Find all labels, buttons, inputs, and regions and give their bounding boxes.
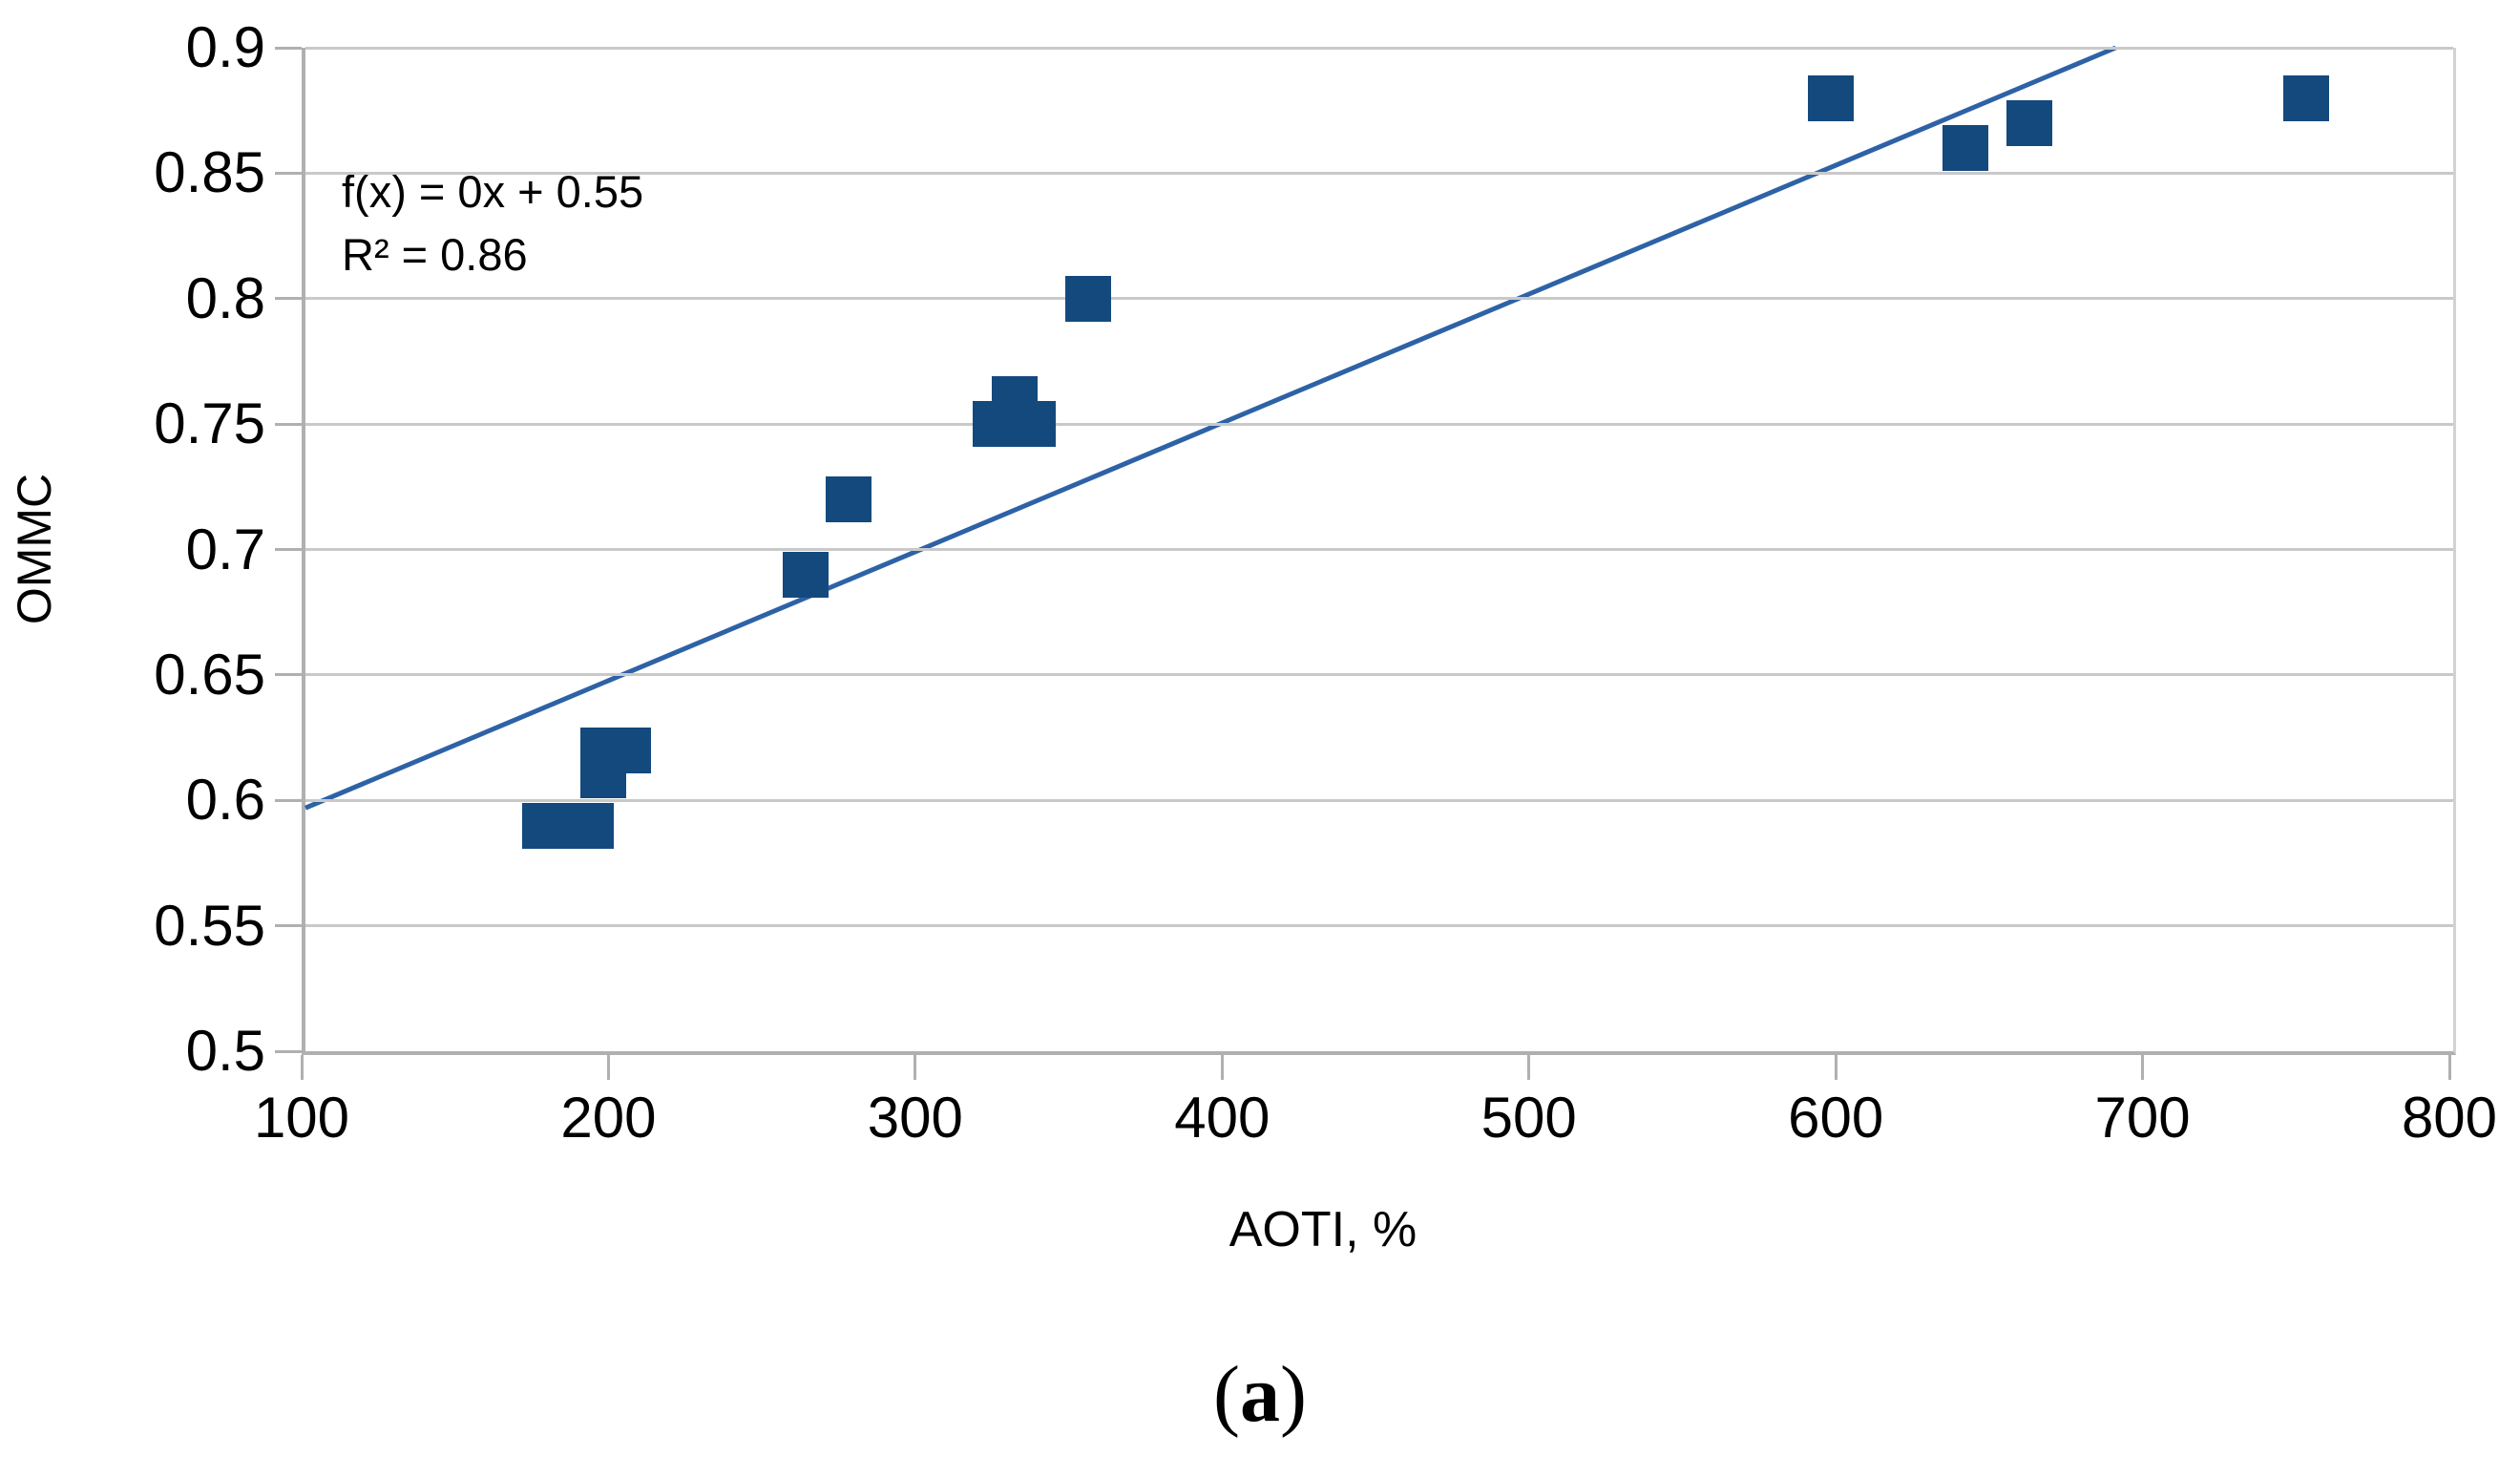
x-tick-label: 500	[1480, 1086, 1577, 1150]
trendline-equation: f(x) = 0x + 0.55	[342, 166, 644, 217]
trendline-annotation: f(x) = 0x + 0.55 R² = 0.86	[342, 160, 643, 286]
y-axis-title: OMMC	[8, 473, 61, 625]
y-tick-label: 0.65	[154, 642, 265, 707]
y-tick-label: 0.6	[185, 768, 265, 833]
x-tick-label: 600	[1788, 1086, 1884, 1150]
y-axis-tick	[275, 1049, 302, 1053]
y-axis-tick	[275, 673, 302, 677]
y-tick-label: 0.75	[154, 391, 265, 456]
y-axis-tick	[275, 924, 302, 928]
figure-caption: (a)	[0, 1348, 2520, 1441]
y-axis-tick	[275, 46, 302, 50]
data-point-marker	[1807, 74, 1854, 121]
y-tick-label: 0.8	[185, 265, 265, 330]
x-axis-tick	[1220, 1055, 1224, 1080]
data-point-marker	[2006, 99, 2053, 146]
y-axis-tick	[275, 798, 302, 802]
y-axis-tick	[275, 171, 302, 175]
plot-area: f(x) = 0x + 0.55 R² = 0.86	[302, 45, 2456, 1055]
data-point-marker	[521, 802, 568, 849]
data-point-marker	[825, 475, 872, 522]
x-axis-title: AOTI, %	[1228, 1202, 1418, 1257]
y-tick-label: 0.55	[154, 893, 265, 958]
x-axis-tick	[300, 1055, 304, 1080]
x-axis-tick	[2141, 1055, 2145, 1080]
data-point-marker	[567, 802, 614, 849]
x-axis-tick	[914, 1055, 917, 1080]
data-point-marker	[991, 375, 1038, 422]
trendline-r-squared: R² = 0.86	[342, 229, 528, 280]
x-axis-tick	[1834, 1055, 1838, 1080]
data-point-marker	[782, 551, 829, 598]
x-tick-label: 100	[253, 1086, 350, 1150]
data-point-marker	[1942, 125, 1988, 172]
caption-letter: a	[1240, 1350, 1280, 1439]
y-axis-tick	[275, 422, 302, 426]
y-tick-label: 0.85	[154, 140, 265, 205]
x-axis-tick	[2447, 1055, 2451, 1080]
x-tick-label: 400	[1174, 1086, 1270, 1150]
x-tick-label: 800	[2401, 1086, 2498, 1150]
y-tick-label: 0.5	[185, 1019, 265, 1083]
caption-paren-open: (	[1213, 1350, 1240, 1439]
x-tick-label: 700	[2094, 1086, 2191, 1150]
y-tick-label: 0.9	[185, 15, 265, 79]
x-tick-label: 300	[867, 1086, 963, 1150]
x-axis-tick	[606, 1055, 610, 1080]
x-axis-tick	[1527, 1055, 1531, 1080]
data-point-marker	[604, 727, 651, 773]
data-point-marker	[2282, 74, 2329, 121]
data-point-marker	[1064, 275, 1111, 322]
y-tick-label: 0.7	[185, 517, 265, 581]
y-axis-tick	[275, 297, 302, 301]
caption-paren-close: )	[1280, 1350, 1307, 1439]
y-axis-tick	[275, 548, 302, 551]
x-tick-label: 200	[560, 1086, 657, 1150]
